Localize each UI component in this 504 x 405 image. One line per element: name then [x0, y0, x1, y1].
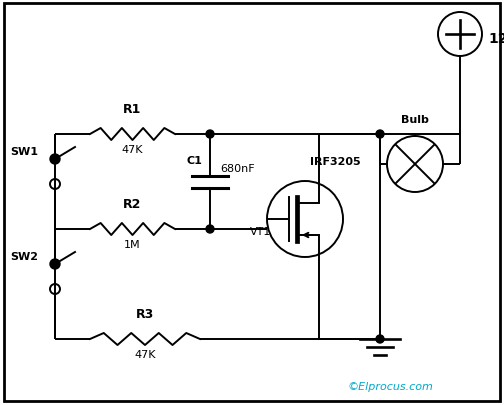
Text: R2: R2: [123, 198, 141, 211]
Circle shape: [50, 155, 60, 164]
Circle shape: [376, 131, 384, 139]
Text: 47K: 47K: [121, 145, 143, 155]
Circle shape: [50, 259, 60, 269]
Text: R1: R1: [123, 103, 141, 116]
Text: 12V: 12V: [488, 32, 504, 46]
Text: 47K: 47K: [134, 349, 156, 359]
Text: Bulb: Bulb: [401, 115, 429, 125]
Text: SW2: SW2: [10, 252, 38, 261]
Text: SW1: SW1: [10, 147, 38, 157]
Text: R3: R3: [136, 307, 154, 320]
Circle shape: [376, 335, 384, 343]
Text: IRF3205: IRF3205: [310, 157, 361, 166]
Text: VT1: VT1: [250, 226, 271, 237]
Text: 1M: 1M: [123, 239, 140, 249]
Circle shape: [206, 131, 214, 139]
FancyBboxPatch shape: [4, 4, 500, 401]
Circle shape: [206, 226, 214, 233]
Text: ©Elprocus.com: ©Elprocus.com: [347, 381, 433, 391]
Text: 680nF: 680nF: [220, 164, 255, 174]
Text: C1: C1: [186, 156, 202, 166]
